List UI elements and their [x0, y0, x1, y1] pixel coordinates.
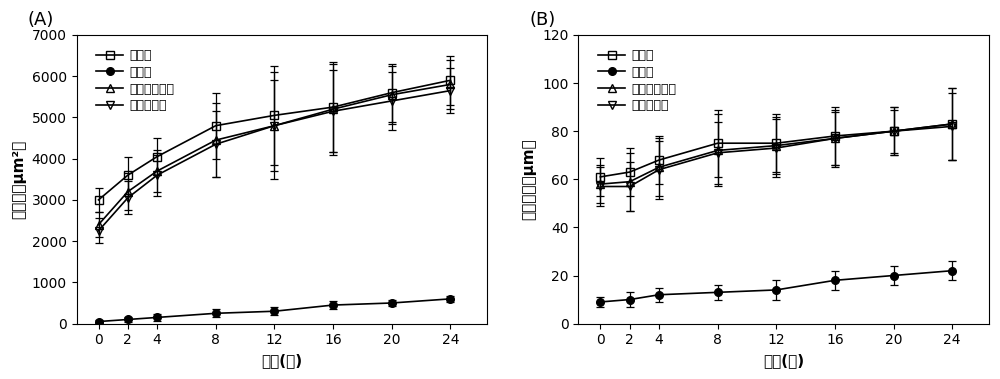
X-axis label: 时间(周): 时间(周)	[261, 353, 302, 368]
Y-axis label: 当量直径（μm）: 当量直径（μm）	[522, 138, 537, 220]
Text: (A): (A)	[27, 11, 54, 29]
X-axis label: 时间(周): 时间(周)	[763, 353, 804, 368]
Text: (B): (B)	[529, 11, 555, 29]
Legend: 空白组, 速冻组, 内源酶抑制组, 氧化抑制组: 空白组, 速冻组, 内源酶抑制组, 氧化抑制组	[593, 44, 682, 117]
Legend: 空白组, 速冻组, 内源酶抑制组, 氧化抑制组: 空白组, 速冻组, 内源酶抑制组, 氧化抑制组	[91, 44, 180, 117]
Y-axis label: 截面积（μm²）: 截面积（μm²）	[11, 139, 26, 219]
